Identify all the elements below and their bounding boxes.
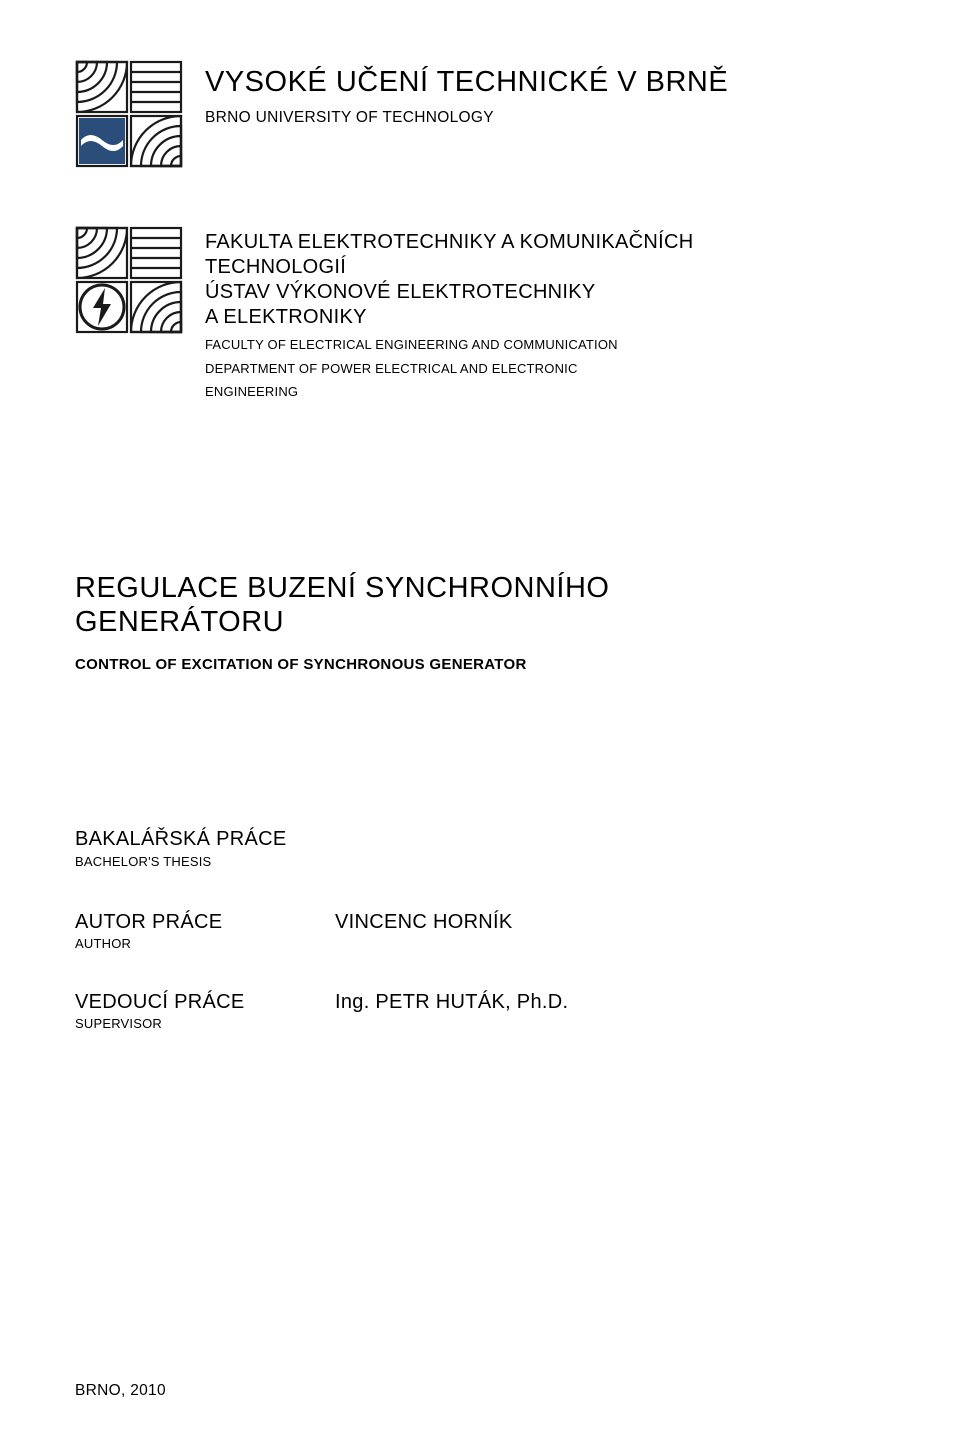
author-name: VINCENC HORNÍK [335,911,513,951]
supervisor-label-main: VEDOUCÍ PRÁCE [75,991,335,1014]
faculty-text-block: FAKULTA ELEKTROTECHNIKY A KOMUNIKAČNÍCH … [205,226,693,401]
faculty-title-line4: A ELEKTRONIKY [205,305,693,330]
footer-location-year: BRNO, 2010 [75,1382,166,1400]
supervisor-label-block: VEDOUCÍ PRÁCE SUPERVISOR [75,991,335,1031]
faculty-sub-line3: ENGINEERING [205,383,693,401]
supervisor-label-sub: SUPERVISOR [75,1016,335,1031]
author-label-main: AUTOR PRÁCE [75,911,335,934]
faculty-header: FAKULTA ELEKTROTECHNIKY A KOMUNIKAČNÍCH … [75,226,885,401]
thesis-title-line1: REGULACE BUZENÍ SYNCHRONNÍHO [75,572,609,604]
author-label-sub: AUTHOR [75,936,335,951]
faculty-logo [75,226,183,334]
university-header: VYSOKÉ UČENÍ TECHNICKÉ V BRNĚ BRNO UNIVE… [75,60,885,168]
university-subtitle: BRNO UNIVERSITY OF TECHNOLOGY [205,109,728,127]
faculty-title-line1: FAKULTA ELEKTROTECHNIKY A KOMUNIKAČNÍCH [205,230,693,255]
thesis-title-line2: GENERÁTORU [75,606,284,638]
university-title: VYSOKÉ UČENÍ TECHNICKÉ V BRNĚ [205,66,728,99]
thesis-subtitle: CONTROL OF EXCITATION OF SYNCHRONOUS GEN… [75,656,885,673]
faculty-title-line2: TECHNOLOGIÍ [205,255,693,280]
thesis-type-block: BAKALÁŘSKÁ PRÁCE BACHELOR'S THESIS [75,828,885,869]
thesis-title: REGULACE BUZENÍ SYNCHRONNÍHO GENERÁTORU [75,571,885,641]
university-logo [75,60,183,168]
thesis-title-block: REGULACE BUZENÍ SYNCHRONNÍHO GENERÁTORU … [75,571,885,674]
thesis-type-main: BAKALÁŘSKÁ PRÁCE [75,828,885,851]
university-text-block: VYSOKÉ UČENÍ TECHNICKÉ V BRNĚ BRNO UNIVE… [205,60,728,127]
author-label-block: AUTOR PRÁCE AUTHOR [75,911,335,951]
faculty-title-line3: ÚSTAV VÝKONOVÉ ELEKTROTECHNIKY [205,280,693,305]
supervisor-row: VEDOUCÍ PRÁCE SUPERVISOR Ing. PETR HUTÁK… [75,991,885,1031]
faculty-sub-line2: DEPARTMENT OF POWER ELECTRICAL AND ELECT… [205,360,693,378]
thesis-type-sub: BACHELOR'S THESIS [75,854,885,869]
faculty-sub-line1: FACULTY OF ELECTRICAL ENGINEERING AND CO… [205,336,693,354]
author-row: AUTOR PRÁCE AUTHOR VINCENC HORNÍK [75,911,885,951]
supervisor-name: Ing. PETR HUTÁK, Ph.D. [335,991,568,1031]
